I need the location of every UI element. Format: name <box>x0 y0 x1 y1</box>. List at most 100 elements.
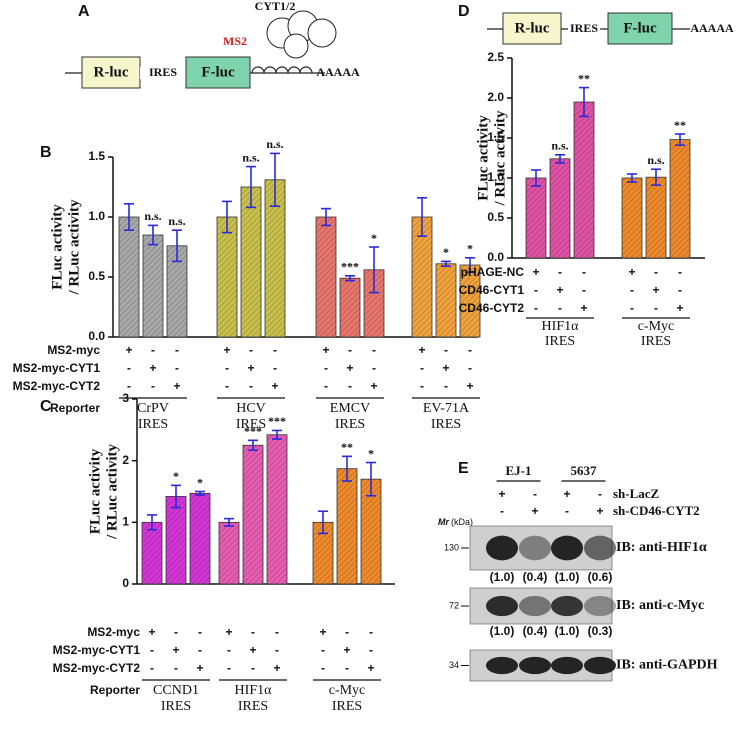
error-bar <box>342 455 352 482</box>
condition-sign: + <box>628 265 635 279</box>
error-bar <box>345 274 355 282</box>
condition-sign: + <box>532 265 539 279</box>
blot-band <box>519 595 551 617</box>
significance-label: n.s. <box>551 139 568 153</box>
condition-sign: - <box>198 625 202 639</box>
bar <box>142 234 164 338</box>
condition-sign: - <box>251 625 255 639</box>
quantification: (1.0) <box>490 624 515 638</box>
fluc-box <box>185 56 251 89</box>
blot-band <box>486 595 518 617</box>
condition-label: MS2-myc-CYT2 <box>53 661 141 675</box>
polya-label: AAAAA <box>690 21 734 35</box>
condition-sign: + <box>149 361 156 375</box>
condition-sign: - <box>151 379 155 393</box>
error-bar <box>246 165 256 209</box>
blot-label: IB: anti-c-Myc <box>616 598 704 613</box>
significance-label: * <box>197 475 203 489</box>
bar <box>218 521 240 585</box>
condition-sign: - <box>468 343 472 357</box>
category-label: IRES <box>641 334 671 349</box>
bar <box>549 158 571 259</box>
condition-sign: + <box>319 625 326 639</box>
bar <box>336 468 358 585</box>
bar <box>141 521 163 585</box>
y-tick-label: 3 <box>122 391 129 405</box>
condition-sign: - <box>321 643 325 657</box>
condition-sign: - <box>345 625 349 639</box>
marker-label: 130 <box>444 542 459 552</box>
condition-sign: - <box>324 379 328 393</box>
bar <box>189 492 211 585</box>
category-label: c-Myc <box>638 319 675 334</box>
condition-sign: - <box>565 504 569 518</box>
error-bar <box>222 200 232 234</box>
ires-label: IRES <box>570 21 598 35</box>
rluc-label: R-luc <box>94 64 129 80</box>
condition-sign: - <box>348 343 352 357</box>
error-bar <box>555 154 565 164</box>
condition-sign: - <box>533 487 537 501</box>
error-bar <box>321 207 331 227</box>
bar-chart: B 0.0 0.5 1.0 1.5 FLuc activity / RLuc activit… <box>13 137 481 432</box>
panel-d-diagram: D R-luc IRES F-luc AAAAA <box>458 3 734 45</box>
quantification: (1.0) <box>490 570 515 584</box>
condition-label: MS2-myc-CYT1 <box>13 361 101 375</box>
y-axis-label: / RLuc activity <box>66 199 82 295</box>
y-axis-label: / RLuc activity <box>104 444 120 540</box>
condition-sign: - <box>630 283 634 297</box>
cyt-clouds <box>266 10 337 59</box>
significance-label: *** <box>268 414 286 428</box>
cell-line-label: 5637 <box>571 463 598 478</box>
condition-sign: - <box>127 361 131 375</box>
condition-sign: - <box>582 283 586 297</box>
condition-sign: + <box>249 643 256 657</box>
condition-sign: + <box>343 643 350 657</box>
rluc-label: R-luc <box>515 20 550 36</box>
ires-label: IRES <box>149 65 177 79</box>
significance-label: n.s. <box>647 153 664 167</box>
condition-sign: - <box>227 661 231 675</box>
condition-sign: + <box>172 643 179 657</box>
panel-letter: A <box>78 3 90 20</box>
y-tick-label: 0 <box>122 576 129 590</box>
condition-sign: - <box>558 265 562 279</box>
ires-gap <box>568 23 600 35</box>
condition-sign: - <box>175 343 179 357</box>
bar <box>435 263 457 338</box>
error-bar <box>369 246 379 294</box>
category-label: CCND1 <box>153 683 199 698</box>
significance-label: * <box>467 242 473 256</box>
ires-gap <box>140 67 188 79</box>
condition-sign: - <box>678 265 682 279</box>
condition-sign: + <box>498 487 505 501</box>
condition-sign: - <box>273 361 277 375</box>
significance-label: ** <box>341 440 353 454</box>
quantification: (0.3) <box>588 624 613 638</box>
condition-sign: - <box>420 361 424 375</box>
row-header: Reporter <box>90 683 140 697</box>
y-tick-label: 2 <box>122 453 129 467</box>
category-label: IRES <box>138 417 168 432</box>
error-bar <box>366 461 376 497</box>
condition-sign: + <box>271 379 278 393</box>
condition-sign: + <box>196 661 203 675</box>
condition-sign: - <box>630 301 634 315</box>
bar <box>266 434 288 585</box>
condition-label: MS2-myc-CYT2 <box>13 379 101 393</box>
error-bar <box>148 224 158 246</box>
panel-letter: D <box>458 3 470 20</box>
blot-band <box>584 656 616 675</box>
condition-sign: - <box>348 379 352 393</box>
panel-letter: E <box>458 460 469 477</box>
condition-sign: - <box>273 343 277 357</box>
significance-label: *** <box>244 424 262 438</box>
error-bar <box>579 86 589 118</box>
category-label: c-Myc <box>329 683 366 698</box>
mr-unit: (kDa) <box>451 517 473 527</box>
condition-sign: - <box>654 301 658 315</box>
condition-sign: - <box>444 343 448 357</box>
condition-sign: - <box>678 283 682 297</box>
error-bar <box>270 152 280 207</box>
